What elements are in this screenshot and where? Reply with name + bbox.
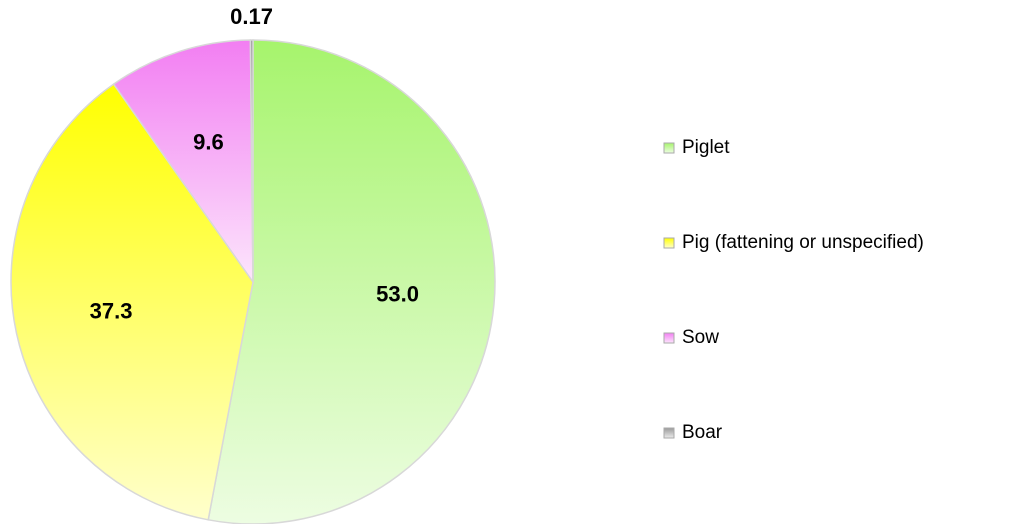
legend-swatch <box>663 427 675 439</box>
data-label: 37.3 <box>90 299 133 324</box>
legend-label: Piglet <box>682 137 730 158</box>
pie-slice <box>207 39 496 524</box>
data-label: 9.6 <box>193 130 224 155</box>
legend-swatch <box>663 332 675 344</box>
legend-swatch <box>663 142 675 154</box>
legend-label: Sow <box>682 327 719 348</box>
legend-swatch <box>663 237 675 249</box>
pie-slice <box>112 39 254 285</box>
legend-label: Pig (fattening or unspecified) <box>682 232 924 253</box>
data-label: 0.17 <box>230 4 273 29</box>
pie-slice <box>10 83 254 521</box>
legend-label: Boar <box>682 422 723 443</box>
pie-slice <box>249 39 254 283</box>
data-label: 53.0 <box>376 281 419 306</box>
